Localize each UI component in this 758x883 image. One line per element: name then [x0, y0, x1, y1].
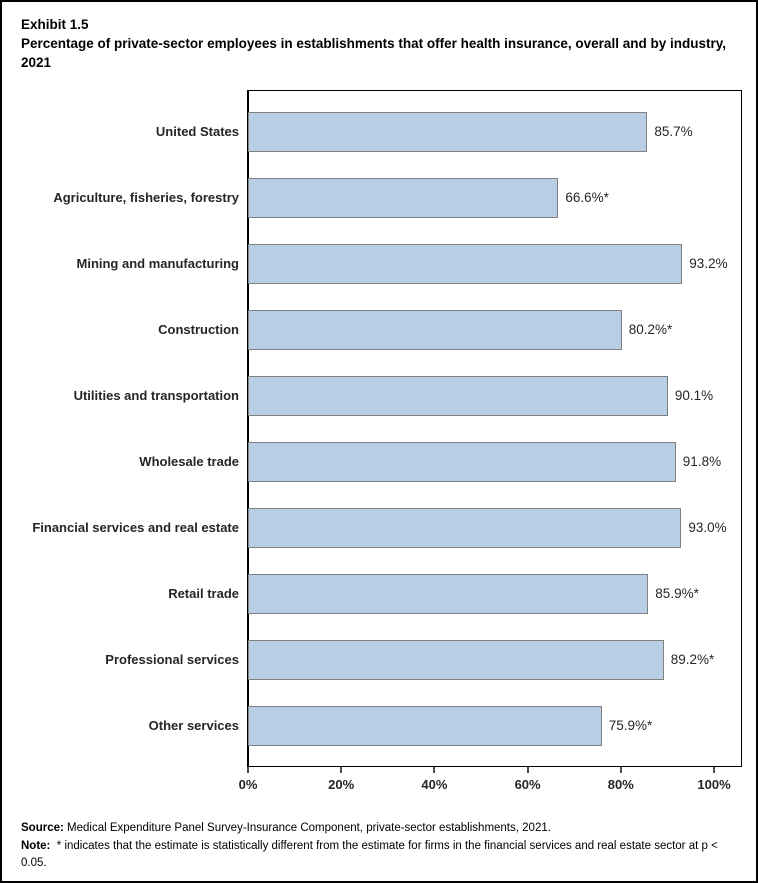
- category-label: Other services: [148, 718, 239, 733]
- bar-value-label: 93.0%: [688, 520, 727, 535]
- bar: [248, 112, 648, 152]
- source-label: Source:: [21, 822, 64, 834]
- bar: [248, 574, 649, 614]
- x-axis-tick-label: 60%: [514, 777, 541, 792]
- x-axis-tick: [433, 767, 436, 773]
- x-axis-tick: [619, 767, 622, 773]
- x-axis-tick-label: 100%: [697, 777, 731, 792]
- category-label: Professional services: [105, 652, 239, 667]
- category-label: Wholesale trade: [139, 454, 239, 469]
- x-axis-tick-label: 0%: [238, 777, 258, 792]
- bar-value-label: 89.2%*: [670, 652, 715, 667]
- x-axis-tick-label: 80%: [607, 777, 634, 792]
- category-label: United States: [155, 124, 239, 139]
- bar-value-label: 93.2%: [689, 256, 728, 271]
- note-line: Note: * indicates that the estimate is s…: [21, 838, 737, 873]
- x-axis-tick: [247, 767, 249, 773]
- x-axis-tick: [340, 767, 343, 773]
- note-text: * indicates that the estimate is statist…: [21, 839, 718, 870]
- bar-value-label: 91.8%: [682, 454, 722, 469]
- source-line: Source: Medical Expenditure Panel Survey…: [21, 820, 737, 838]
- exhibit-number: Exhibit 1.5: [21, 17, 89, 32]
- category-label: Construction: [158, 322, 239, 337]
- bar-value-label: 66.6%*: [565, 190, 609, 205]
- source-text: Medical Expenditure Panel Survey-Insuran…: [67, 822, 551, 834]
- bar: [248, 706, 602, 746]
- category-label: Mining and manufacturing: [76, 256, 240, 271]
- x-axis-tick: [526, 767, 529, 773]
- title-block: Exhibit 1.5 Percentage of private-sector…: [21, 15, 733, 72]
- category-label: Financial services and real estate: [32, 520, 239, 535]
- bar: [248, 376, 668, 416]
- bar-value-label: 85.7%: [654, 124, 693, 139]
- x-axis-tick-label: 40%: [421, 777, 448, 792]
- bar: [248, 640, 664, 680]
- bar: [248, 508, 682, 548]
- footer: Source: Medical Expenditure Panel Survey…: [21, 820, 737, 873]
- x-axis-tick-label: 20%: [328, 777, 355, 792]
- note-label: Note:: [21, 839, 51, 852]
- bar-value-label: 90.1%: [674, 388, 714, 403]
- chart-title: Percentage of private-sector employees i…: [21, 36, 726, 70]
- bar: [248, 178, 559, 218]
- x-axis-tick: [713, 767, 715, 773]
- bar-value-label: 80.2%*: [628, 322, 673, 337]
- category-label: Retail trade: [168, 586, 239, 601]
- bar: [248, 442, 676, 482]
- bar: [248, 244, 683, 284]
- bar-value-label: 85.9%*: [655, 586, 699, 601]
- bar: [248, 310, 622, 350]
- category-label: Utilities and transportation: [73, 388, 239, 403]
- bar-value-label: 75.9%*: [608, 718, 653, 733]
- category-label: Agriculture, fisheries, forestry: [53, 190, 239, 205]
